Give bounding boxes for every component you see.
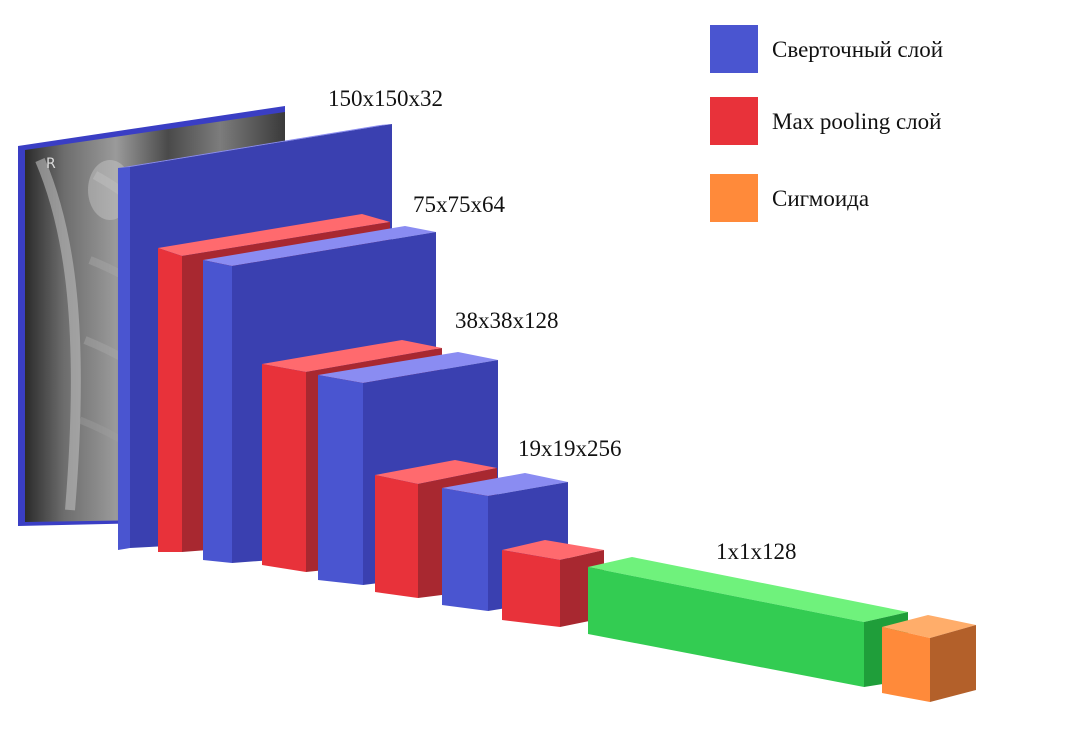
legend-label-pool: Max pooling слой	[772, 109, 941, 134]
legend-swatch-sigmoid-icon	[710, 174, 758, 222]
legend-swatch-conv-icon	[710, 25, 758, 73]
dense-layer	[588, 557, 908, 687]
legend-swatch-pool-icon	[710, 97, 758, 145]
dim-label-2: 75x75x64	[413, 192, 506, 217]
dim-label-1: 150x150x32	[328, 86, 443, 111]
legend: Сверточный слой Max pooling слой Сигмоид…	[710, 25, 943, 222]
legend-label-conv: Сверточный слой	[772, 37, 943, 62]
dim-label-5: 1x1x128	[716, 539, 797, 564]
input-marker: R	[46, 156, 56, 172]
legend-label-sigmoid: Сигмоида	[772, 186, 869, 211]
sigmoid-output	[882, 615, 976, 702]
dim-label-4: 19x19x256	[518, 436, 622, 461]
dim-label-3: 38x38x128	[455, 308, 559, 333]
